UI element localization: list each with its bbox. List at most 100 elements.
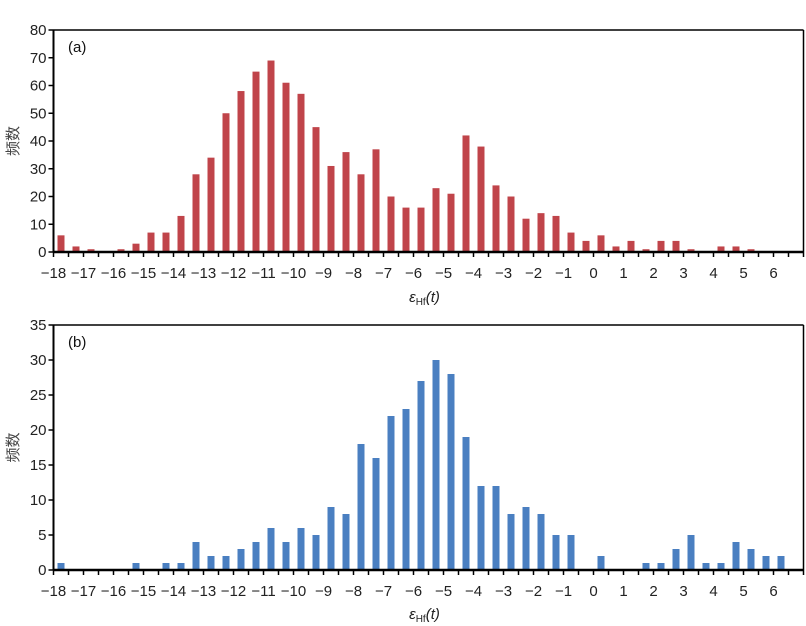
bar [507, 514, 515, 570]
x-tick-label: 0 [589, 265, 597, 282]
x-tick-label: −8 [345, 265, 362, 282]
bar [57, 563, 65, 570]
bar [192, 174, 200, 252]
bar [717, 563, 725, 570]
bar [492, 486, 500, 570]
bar [147, 232, 155, 252]
bar [552, 535, 560, 570]
bar [552, 215, 560, 252]
bar [672, 240, 680, 252]
x-tick-label: −16 [101, 265, 126, 282]
bar [372, 149, 380, 252]
bar [657, 563, 665, 570]
x-tick-label: −18 [41, 583, 66, 600]
x-tick-label: −11 [251, 265, 275, 282]
bar [672, 549, 680, 570]
x-tick-label: 6 [769, 583, 777, 600]
bar [462, 135, 470, 252]
bar [312, 127, 320, 252]
x-tick-label: −1 [555, 583, 572, 600]
bar [162, 563, 170, 570]
bar [597, 235, 605, 252]
bar [597, 556, 605, 570]
y-tick-label: 30 [30, 352, 47, 369]
bar [417, 381, 425, 570]
bar [702, 563, 710, 570]
x-tick-label: −4 [465, 583, 482, 600]
x-tick-label: −15 [131, 265, 156, 282]
y-tick-label: 10 [30, 492, 47, 509]
bar [342, 514, 350, 570]
bar [402, 409, 410, 570]
bar [162, 232, 170, 252]
x-tick-label: 3 [679, 265, 687, 282]
y-tick-label: 80 [30, 22, 47, 39]
x-tick-label: −4 [465, 265, 482, 282]
y-axis-title: 频数 [5, 432, 22, 462]
x-axis-title: εHf(t) [409, 289, 440, 308]
y-tick-label: 35 [30, 317, 47, 334]
bar [687, 535, 695, 570]
y-tick-label: 25 [30, 387, 47, 404]
bar [447, 374, 455, 570]
x-tick-label: 2 [649, 265, 657, 282]
bar [387, 196, 395, 252]
bar [522, 218, 530, 252]
bar [312, 535, 320, 570]
bar [252, 71, 260, 252]
bar [717, 246, 725, 252]
y-tick-label: 0 [38, 244, 46, 261]
bar [642, 563, 650, 570]
x-tick-label: −7 [375, 583, 392, 600]
panel-label: (a) [68, 39, 86, 56]
bar [327, 507, 335, 570]
bar [777, 556, 785, 570]
bar [567, 232, 575, 252]
bar [747, 249, 755, 252]
bar [207, 556, 215, 570]
x-axis-title: εHf(t) [409, 606, 440, 625]
x-tick-label: 2 [649, 583, 657, 600]
y-tick-label: 15 [30, 457, 47, 474]
bar [327, 165, 335, 252]
x-tick-label: −10 [281, 583, 306, 600]
x-tick-label: 6 [769, 265, 777, 282]
bar [462, 437, 470, 570]
y-tick-label: 20 [30, 189, 47, 206]
bar [192, 542, 200, 570]
x-tick-label: −18 [41, 265, 66, 282]
x-tick-label: −6 [405, 265, 422, 282]
bar [582, 240, 590, 252]
bar [612, 246, 620, 252]
x-tick-label: −7 [375, 265, 392, 282]
y-tick-label: 50 [30, 105, 47, 122]
bar [447, 193, 455, 252]
bar [87, 249, 95, 252]
bar [732, 542, 740, 570]
bar [177, 563, 185, 570]
x-tick-label: −9 [315, 265, 332, 282]
x-tick-label: −3 [495, 265, 512, 282]
x-tick-label: −13 [191, 583, 216, 600]
bar [747, 549, 755, 570]
x-tick-label: 1 [619, 583, 627, 600]
bar [177, 215, 185, 252]
bar [732, 246, 740, 252]
y-tick-label: 0 [38, 562, 46, 579]
bar [477, 146, 485, 252]
bar [417, 207, 425, 252]
bar [342, 152, 350, 252]
bar [132, 563, 140, 570]
bar [267, 528, 275, 570]
bar [537, 514, 545, 570]
bar [522, 507, 530, 570]
x-tick-label: 3 [679, 583, 687, 600]
x-tick-label: 1 [619, 265, 627, 282]
bar [222, 556, 230, 570]
y-tick-label: 5 [38, 527, 46, 544]
bar [237, 549, 245, 570]
bar [297, 93, 305, 252]
bar [57, 235, 65, 252]
